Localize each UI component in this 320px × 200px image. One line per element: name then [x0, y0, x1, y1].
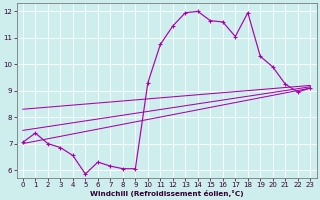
X-axis label: Windchill (Refroidissement éolien,°C): Windchill (Refroidissement éolien,°C) [90, 190, 244, 197]
